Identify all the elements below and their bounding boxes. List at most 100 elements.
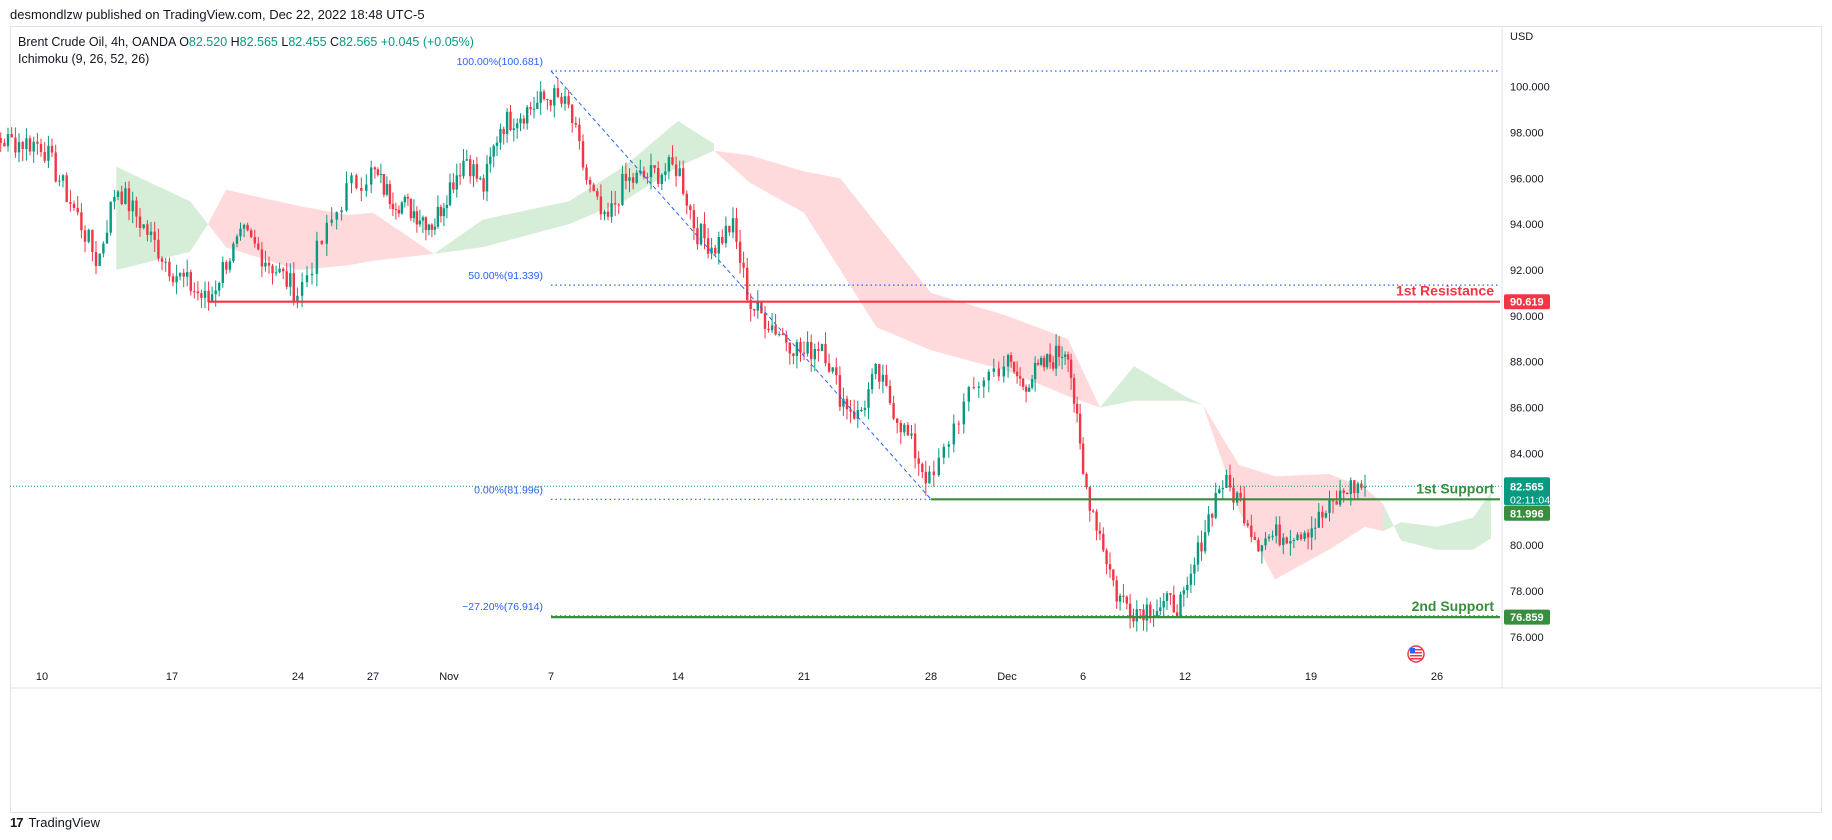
candle <box>892 395 895 421</box>
economic-event-icon[interactable] <box>1407 645 1425 663</box>
tradingview-brand: TradingView <box>28 815 101 830</box>
candle-body <box>917 458 920 464</box>
candle-body <box>452 182 455 190</box>
candle-body <box>102 243 105 254</box>
candle <box>1165 591 1169 610</box>
candle-body <box>50 145 54 153</box>
flag-icon-stripe <box>1410 658 1422 660</box>
candle <box>492 144 495 168</box>
candle <box>1296 532 1299 541</box>
candle-body <box>120 191 123 204</box>
fib-trend-line[interactable] <box>550 70 932 500</box>
support-label: 1st Support <box>1416 480 1494 496</box>
candle <box>509 105 512 132</box>
candle-body <box>340 210 343 213</box>
candle-body <box>614 203 617 205</box>
candle-body <box>845 398 849 410</box>
candle-body <box>1186 584 1189 591</box>
candle-body <box>1196 542 1200 565</box>
candle <box>193 282 196 299</box>
candle-body <box>225 262 228 270</box>
candle-body <box>560 96 563 104</box>
candle-body <box>1271 535 1274 537</box>
candle-body <box>863 407 867 410</box>
candle <box>845 395 849 420</box>
candle-body <box>581 141 585 168</box>
candle-body <box>186 272 189 277</box>
candle-body <box>585 167 588 180</box>
candle-body <box>802 352 806 354</box>
candle-body <box>43 152 46 161</box>
candle <box>1012 361 1016 374</box>
candle-body <box>542 91 546 100</box>
candle-body <box>1338 490 1342 505</box>
candle-body <box>1122 595 1125 597</box>
candle <box>788 342 791 365</box>
legend-indicator[interactable]: Ichimoku (9, 26, 52, 26) <box>18 52 150 66</box>
candle <box>1169 593 1172 605</box>
candle <box>72 200 76 211</box>
candle <box>267 256 271 274</box>
legend-ohlc-h: H82.565 <box>227 35 278 49</box>
candle-body <box>131 200 134 212</box>
candle-body <box>412 211 416 219</box>
candle-body <box>228 261 232 270</box>
current-price-text: 82.565 <box>1510 481 1544 493</box>
candle <box>770 313 774 334</box>
candle-body <box>742 262 745 268</box>
candle <box>315 231 319 287</box>
support-price-badge-bg <box>1504 609 1550 625</box>
candle <box>1321 505 1324 528</box>
candle-body <box>105 232 109 244</box>
candle-body <box>1250 525 1253 537</box>
time-tick-label: 21 <box>798 671 810 683</box>
candle-body <box>14 137 17 153</box>
candle <box>878 363 881 389</box>
candle-body <box>36 141 39 144</box>
candle-body <box>853 411 856 419</box>
candle <box>376 167 380 177</box>
tradingview-logo[interactable]: 17 TradingView <box>10 815 100 830</box>
candle <box>778 331 781 337</box>
support-price-badge[interactable]: 76.859 <box>1504 609 1550 625</box>
candle-body <box>903 424 906 433</box>
candle <box>1054 334 1058 377</box>
candle <box>113 189 116 210</box>
candle <box>310 262 314 285</box>
candle <box>3 138 6 147</box>
candle-body <box>1257 539 1260 552</box>
candle-body <box>462 160 465 177</box>
candle <box>232 241 235 264</box>
candle-body <box>72 203 76 208</box>
candle <box>717 231 720 265</box>
support-price-badge[interactable]: 81.996 <box>1504 505 1550 521</box>
candle <box>1267 534 1271 542</box>
candle <box>175 264 178 295</box>
candle <box>896 417 899 434</box>
current-price-badge-bg <box>1504 477 1550 506</box>
candle <box>646 172 649 184</box>
price-tick-label: 84.000 <box>1510 448 1544 460</box>
candle-body <box>1098 530 1102 534</box>
candle-body <box>1179 594 1182 616</box>
candle <box>320 240 323 245</box>
time-axis: 10 17 24 27 Nov 7 14 21 28 Dec 6 12 19 26 <box>10 671 1822 689</box>
candle-body <box>1048 354 1052 363</box>
candle <box>282 267 285 280</box>
resistance-price-badge[interactable]: 90.619 <box>1504 294 1550 310</box>
candle <box>178 272 182 281</box>
candle-body <box>1310 528 1313 538</box>
price-tick-label: 92.000 <box>1510 265 1544 277</box>
candle <box>642 166 646 180</box>
candle <box>127 181 131 221</box>
candle-body <box>1015 371 1019 377</box>
candle-body <box>69 202 72 204</box>
candle <box>1108 552 1112 578</box>
candle <box>394 202 398 220</box>
price-tick-label: 96.000 <box>1510 173 1544 185</box>
chart-legend: Brent Crude Oil, 4h, OANDA O82.520 H82.5… <box>18 34 474 68</box>
candle-body <box>646 176 649 178</box>
candle-body <box>345 183 348 211</box>
